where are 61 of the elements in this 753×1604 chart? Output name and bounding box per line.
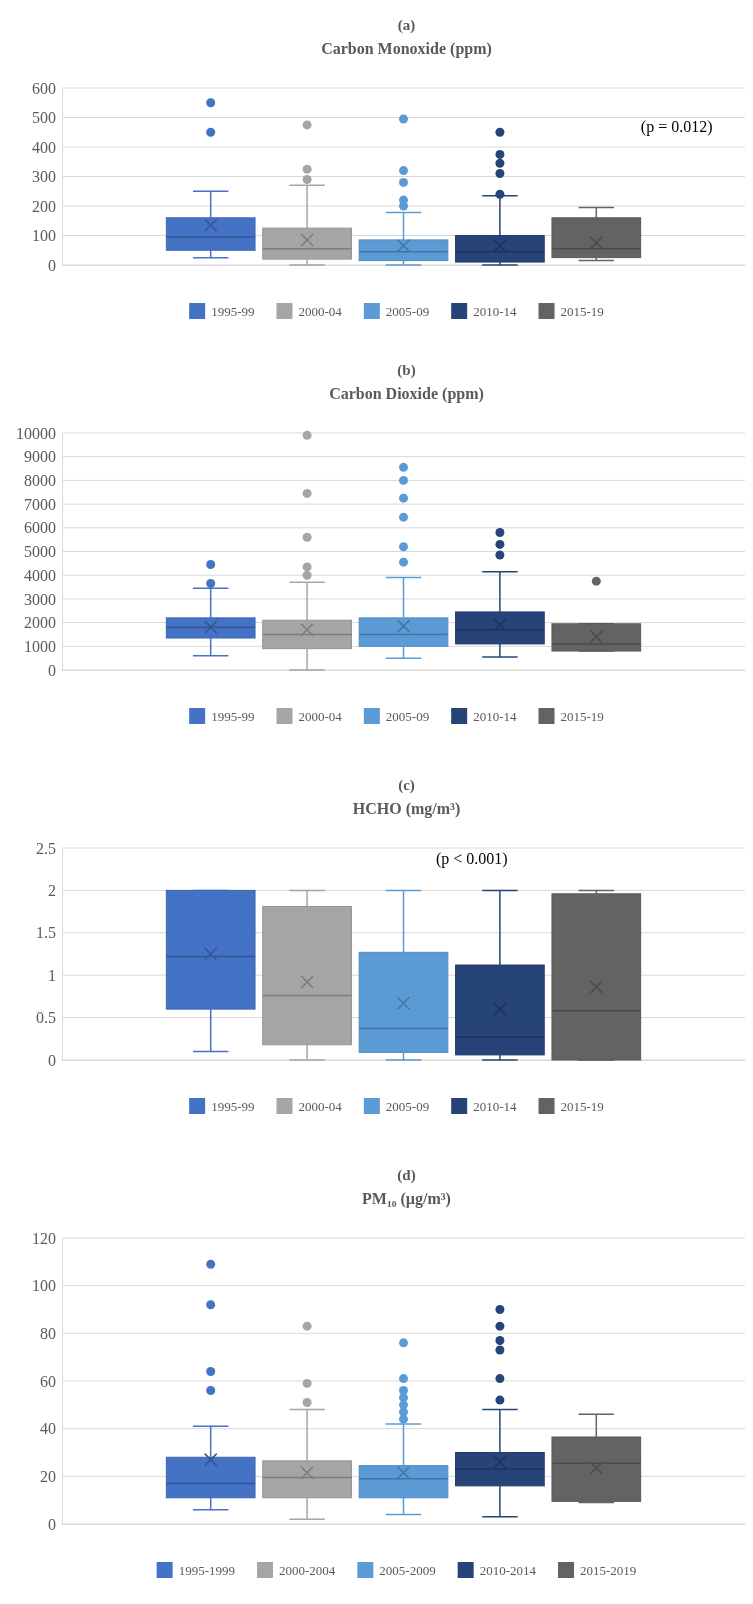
y-tick-label: 8000 (24, 472, 56, 490)
legend-label: 2000-04 (298, 304, 343, 319)
chart-title: (a) (397, 17, 416, 34)
y-tick-label: 2000 (24, 614, 56, 632)
legend-label: 2015-19 (560, 709, 604, 724)
legend-label: 2005-09 (385, 1099, 430, 1114)
y-tick-label: 0 (48, 1051, 56, 1069)
legend-label: 1995-99 (211, 709, 255, 724)
annotation: (p = 0.012) (640, 117, 713, 136)
y-tick-label: 40 (40, 1420, 56, 1438)
y-tick-label: 7000 (24, 495, 56, 513)
y-tick-label: 0 (48, 661, 56, 679)
legend-label: 2000-2004 (278, 1563, 336, 1578)
chart-subtitle: PM₁₀ (µg/m³) (362, 1190, 451, 1208)
y-tick-label: 0 (48, 256, 56, 274)
y-tick-label: 2.5 (36, 839, 56, 857)
legend-label: 1995-99 (211, 1099, 255, 1114)
legend-label: 1995-1999 (178, 1563, 235, 1578)
y-tick-label: 5000 (24, 543, 56, 561)
legend-label: 2005-2009 (379, 1563, 436, 1578)
y-tick-label: 80 (40, 1324, 56, 1342)
y-tick-label: 300 (32, 168, 56, 186)
legend-label: 2000-04 (298, 709, 343, 724)
legend-label: 1995-99 (211, 304, 255, 319)
y-tick-label: 400 (32, 138, 56, 156)
chart-subtitle: HCHO (mg/m³) (352, 800, 461, 818)
chart-title: (c) (398, 777, 415, 794)
legend-label: 2000-04 (298, 1099, 343, 1114)
chart-subtitle: Carbon Monoxide (ppm) (321, 40, 492, 58)
y-tick-label: 3000 (24, 590, 56, 608)
y-tick-label: 0.5 (36, 1009, 56, 1027)
legend-label: 2005-09 (385, 709, 430, 724)
y-tick-label: 1.5 (36, 924, 56, 942)
y-tick-label: 500 (32, 109, 56, 127)
y-tick-label: 100 (32, 227, 56, 245)
legend-label: 2010-2014 (479, 1563, 537, 1578)
y-tick-label: 200 (32, 197, 56, 215)
legend-label: 2015-19 (560, 1099, 604, 1114)
y-tick-label: 100 (32, 1277, 56, 1295)
y-tick-label: 600 (32, 79, 56, 97)
y-tick-label: 10000 (16, 424, 56, 442)
y-tick-label: 2 (48, 882, 56, 900)
legend-label: 2010-14 (473, 709, 517, 724)
y-tick-label: 9000 (24, 448, 56, 466)
y-tick-label: 1 (48, 966, 56, 984)
y-tick-label: 0 (48, 1515, 56, 1533)
y-tick-label: 4000 (24, 566, 56, 584)
annotation: (p < 0.001) (435, 850, 508, 869)
legend-label: 2010-14 (473, 304, 517, 319)
legend-label: 2015-2019 (580, 1563, 637, 1578)
chart-subtitle: Carbon Dioxide (ppm) (329, 385, 484, 403)
chart-title: (d) (397, 1167, 416, 1184)
y-tick-label: 120 (32, 1229, 56, 1247)
chart-title: (b) (397, 362, 416, 379)
y-tick-label: 60 (40, 1372, 56, 1390)
legend-label: 2015-19 (560, 304, 604, 319)
y-tick-label: 1000 (24, 637, 56, 655)
legend-label: 2005-09 (385, 304, 430, 319)
y-tick-label: 6000 (24, 519, 56, 537)
y-tick-label: 20 (40, 1467, 56, 1485)
legend-label: 2010-14 (473, 1099, 517, 1114)
